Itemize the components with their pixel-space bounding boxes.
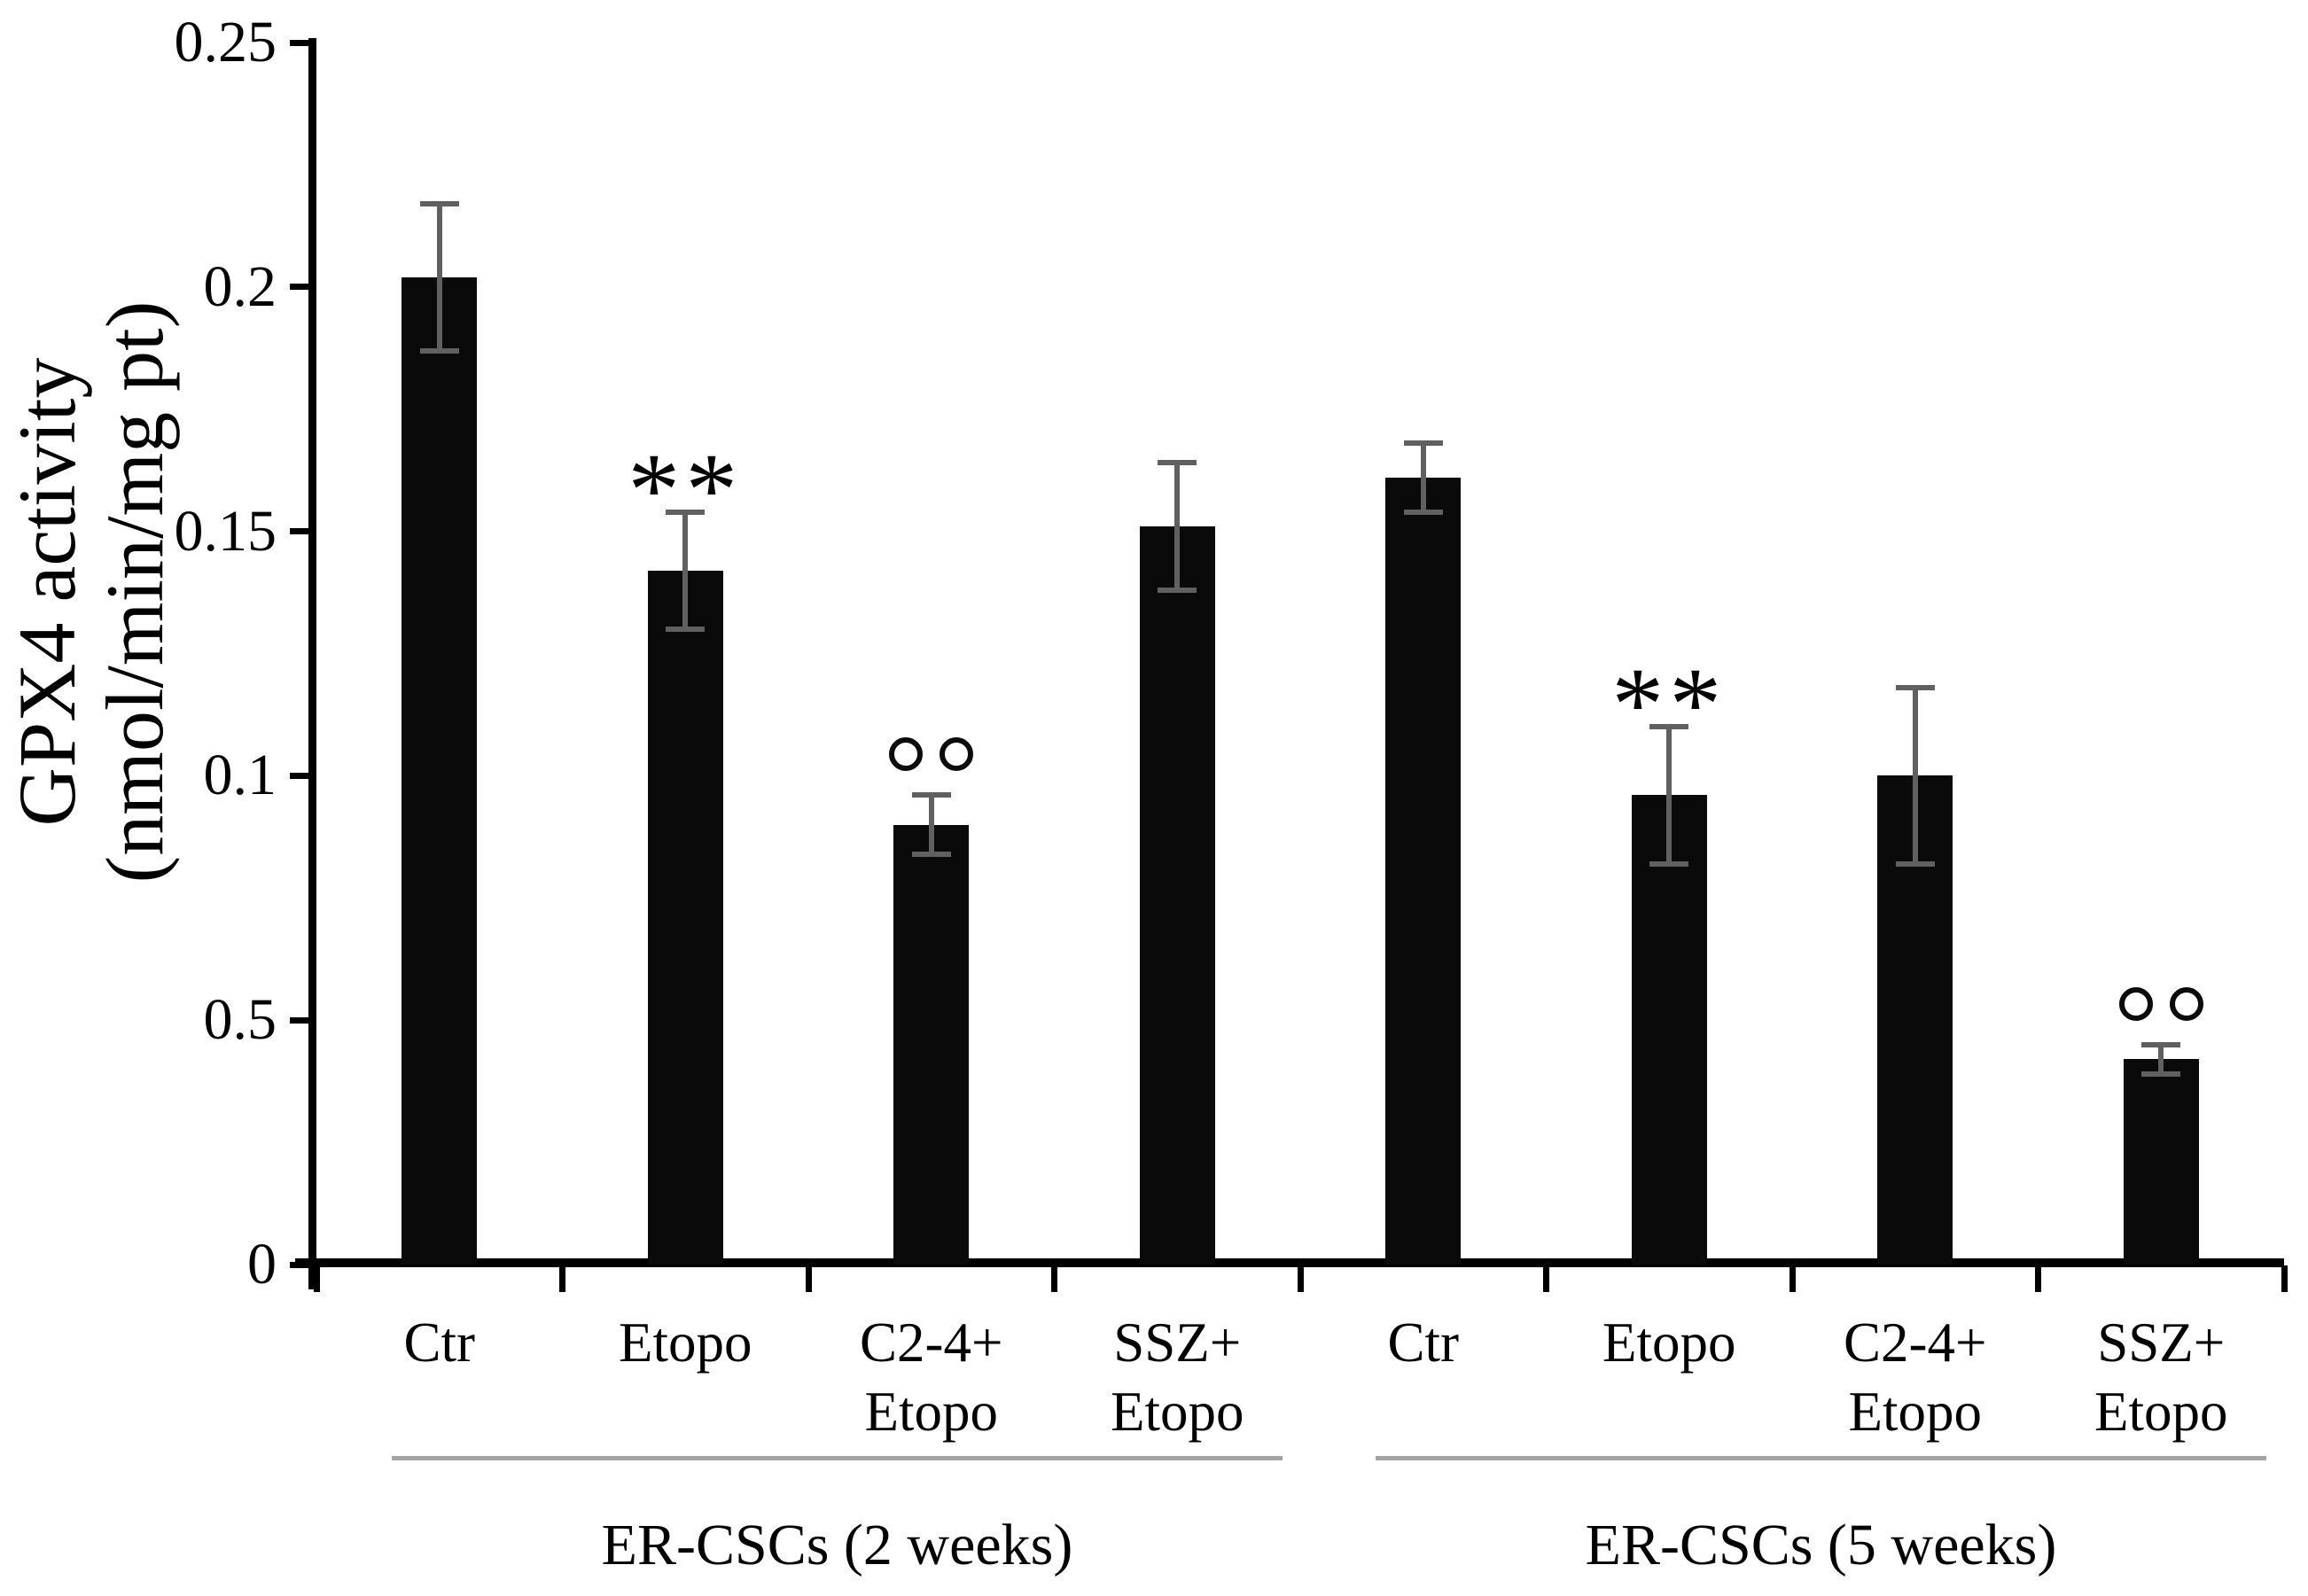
x-axis-tick <box>2035 1265 2041 1292</box>
category-label-line: Ctr <box>1387 1312 1459 1374</box>
y-axis-tick <box>290 1016 316 1024</box>
category-label: Ctr <box>1300 1308 1547 1377</box>
category-label: C2-4+ Etopo <box>808 1308 1055 1446</box>
bar <box>647 570 723 1265</box>
y-axis-tick-label: 0.5 <box>203 987 277 1053</box>
error-bar-cap-top <box>666 509 706 515</box>
y-axis-tick <box>290 284 316 291</box>
category-label-line: Etopo <box>1111 1381 1244 1443</box>
bar <box>1631 795 1707 1265</box>
category-label-line: Etopo <box>864 1381 999 1443</box>
x-axis-tick <box>2281 1265 2288 1292</box>
y-axis-tick <box>290 39 316 46</box>
error-bar-cap-bottom <box>419 347 459 354</box>
category-label-line: SSZ+ <box>1113 1312 1242 1374</box>
y-axis-tick-label: 0.25 <box>174 10 277 74</box>
x-axis-tick <box>559 1265 565 1292</box>
error-bar-cap-bottom <box>1403 509 1443 515</box>
y-axis-tick <box>290 772 316 779</box>
bar <box>2123 1059 2199 1265</box>
category-label: C2-4+ Etopo <box>1792 1308 2039 1446</box>
error-bar-cap-bottom <box>1649 860 1689 867</box>
error-bar-cap-bottom <box>911 851 951 857</box>
bar <box>402 276 478 1265</box>
error-bar-cap-bottom <box>666 626 706 632</box>
circle-mark <box>940 737 974 772</box>
error-bar-stem <box>1420 443 1426 512</box>
category-label-line: Ctr <box>403 1312 475 1374</box>
significance-annotation-circles <box>799 737 1064 772</box>
significance-annotation-asterisks: ** <box>1611 646 1727 763</box>
error-bar-stem <box>2158 1044 2164 1074</box>
category-label-line: Etopo <box>619 1312 752 1374</box>
error-bar-cap-top <box>1403 440 1443 447</box>
y-axis-tick-label: 0.2 <box>203 253 277 319</box>
x-axis-tick <box>1789 1265 1796 1292</box>
bar <box>893 824 970 1265</box>
error-bar-stem <box>436 204 442 351</box>
significance-annotation-asterisks: ** <box>628 431 744 548</box>
x-axis-line <box>295 1258 2284 1267</box>
error-bar-cap-top <box>1649 724 1689 730</box>
error-bar-stem <box>1912 688 1918 864</box>
category-label: Etopo <box>563 1308 809 1377</box>
error-bar-cap-top <box>1895 685 1935 691</box>
error-bar-cap-bottom <box>2141 1070 2181 1077</box>
error-bar-cap-bottom <box>1158 587 1197 593</box>
error-bar-stem <box>928 795 934 854</box>
category-label: Ctr <box>316 1308 563 1377</box>
error-bar-cap-top <box>911 792 951 798</box>
y-axis-line <box>308 38 316 1289</box>
group-label: ER-CSCs (5 weeks) <box>1585 1513 2057 1577</box>
error-bar-stem <box>1174 463 1181 590</box>
bar <box>1139 526 1215 1265</box>
category-label: SSZ+ Etopo <box>2039 1308 2285 1446</box>
category-label-line: Etopo <box>1602 1312 1736 1374</box>
x-axis-tick <box>1543 1265 1549 1292</box>
group-label: ER-CSCs (2 weeks) <box>601 1513 1073 1577</box>
x-axis-tick <box>805 1265 812 1292</box>
x-axis-tick <box>313 1265 320 1292</box>
y-axis-title-line1: GPX4 activity <box>2 357 92 827</box>
y-axis-tick <box>290 1261 316 1268</box>
y-axis-tick-label: 0.1 <box>203 743 277 808</box>
error-bar-stem <box>682 511 689 629</box>
x-axis-tick <box>1051 1265 1057 1292</box>
y-axis-tick-label: 0 <box>247 1232 277 1296</box>
category-label-line: Etopo <box>1848 1381 1983 1443</box>
category-label-line: C2-4+ <box>859 1312 1003 1374</box>
group-underline <box>392 1456 1283 1460</box>
plot-area: 0.25 0.2 0.15 0.1 0.5 0 Ctr ** Etopo C2-4+ Etopo SS… <box>175 10 2288 1577</box>
category-label: SSZ+ Etopo <box>1055 1308 1301 1446</box>
y-axis-tick-label: 0.15 <box>174 498 277 564</box>
category-label: Etopo <box>1547 1308 1793 1377</box>
category-label-line: SSZ+ <box>2097 1312 2226 1374</box>
category-label-line: C2-4+ <box>1843 1312 1987 1374</box>
category-label-line: Etopo <box>2094 1381 2228 1443</box>
bar <box>1385 477 1462 1265</box>
significance-annotation-circles <box>2028 986 2294 1021</box>
circle-mark <box>2169 986 2203 1021</box>
error-bar-cap-top <box>2141 1041 2181 1047</box>
error-bar-cap-top <box>1158 460 1197 466</box>
x-axis-tick <box>1297 1265 1304 1292</box>
group-underline <box>1376 1456 2266 1460</box>
y-axis-tick <box>290 528 316 535</box>
error-bar-stem <box>1666 727 1673 864</box>
error-bar-cap-bottom <box>1895 860 1935 867</box>
circle-mark <box>2118 986 2153 1021</box>
error-bar-cap-top <box>419 201 459 207</box>
circle-mark <box>889 737 924 772</box>
